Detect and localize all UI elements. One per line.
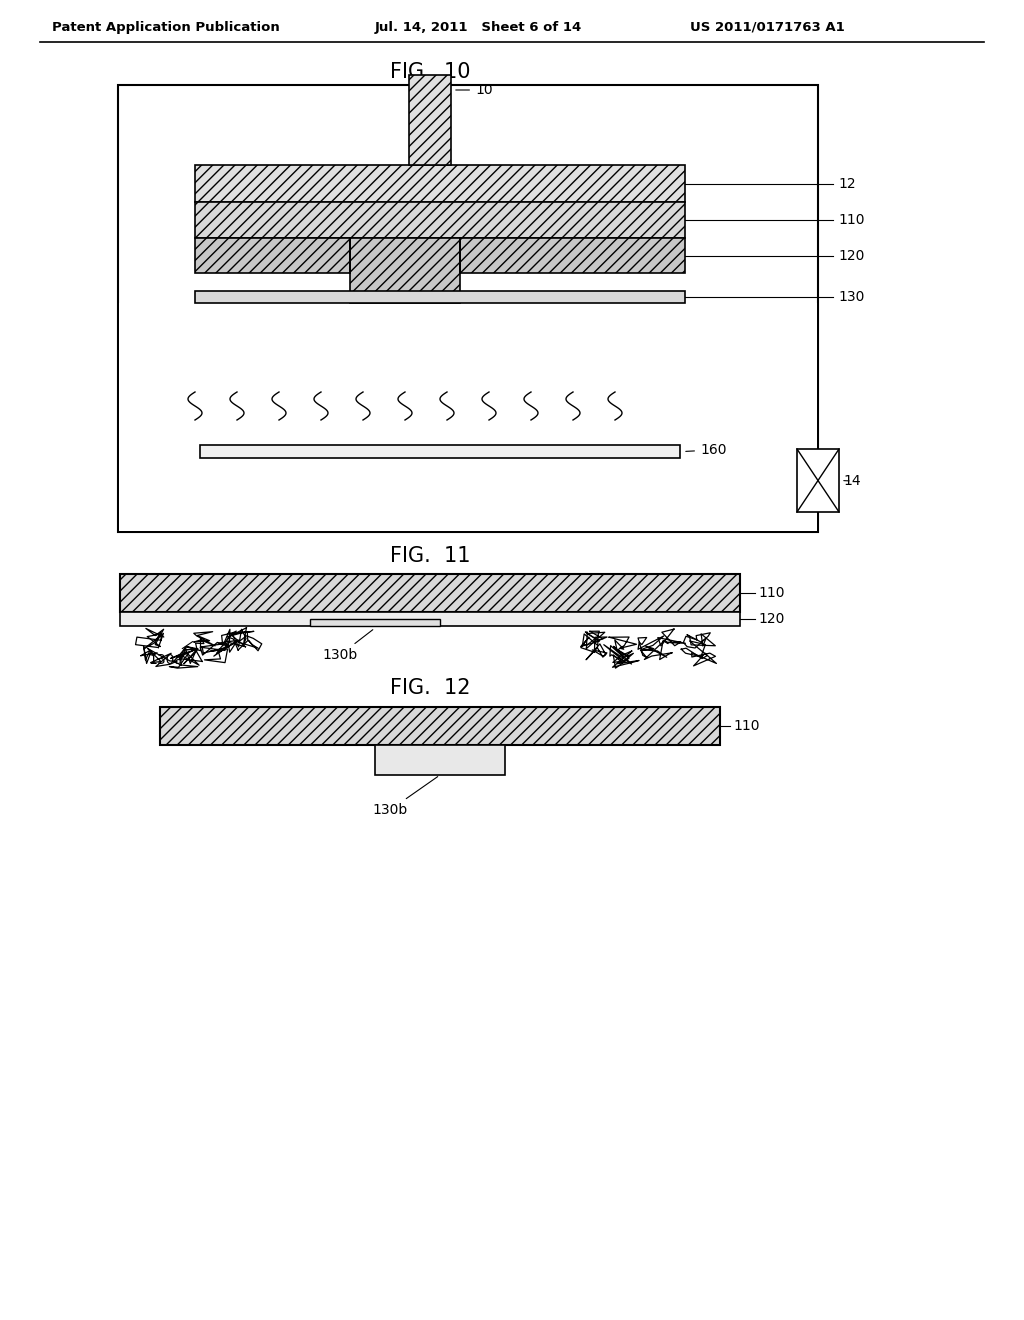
Text: 130b: 130b <box>323 630 373 663</box>
Bar <box>200 445 680 458</box>
Bar <box>160 708 720 744</box>
Text: 120: 120 <box>758 612 784 626</box>
Text: FIG.  10: FIG. 10 <box>390 62 470 82</box>
Bar <box>350 238 460 304</box>
Text: Patent Application Publication: Patent Application Publication <box>52 21 280 33</box>
Text: 110: 110 <box>733 719 760 733</box>
Text: 120: 120 <box>838 248 864 263</box>
Text: FIG.  11: FIG. 11 <box>390 546 470 566</box>
Text: 130a: 130a <box>148 642 193 667</box>
Text: Jul. 14, 2011   Sheet 6 of 14: Jul. 14, 2011 Sheet 6 of 14 <box>375 21 583 33</box>
Text: 110: 110 <box>838 213 864 227</box>
Bar <box>310 619 440 626</box>
Text: 160: 160 <box>686 444 726 457</box>
Text: 14: 14 <box>843 474 860 488</box>
Bar <box>409 75 451 165</box>
Text: 110: 110 <box>758 586 784 601</box>
Bar <box>120 574 740 612</box>
Text: 130b: 130b <box>373 776 437 817</box>
Bar <box>375 744 505 775</box>
Bar <box>195 290 685 304</box>
Text: 12: 12 <box>838 177 856 190</box>
Bar <box>120 612 740 626</box>
Text: US 2011/0171763 A1: US 2011/0171763 A1 <box>690 21 845 33</box>
Bar <box>460 238 685 273</box>
Bar <box>195 238 350 273</box>
Bar <box>195 165 685 202</box>
Bar <box>195 202 685 238</box>
Bar <box>797 449 839 512</box>
Text: 10: 10 <box>456 83 493 96</box>
Bar <box>118 84 818 532</box>
Text: FIG.  12: FIG. 12 <box>390 678 470 698</box>
Bar <box>119 304 817 531</box>
Text: 130: 130 <box>838 290 864 304</box>
